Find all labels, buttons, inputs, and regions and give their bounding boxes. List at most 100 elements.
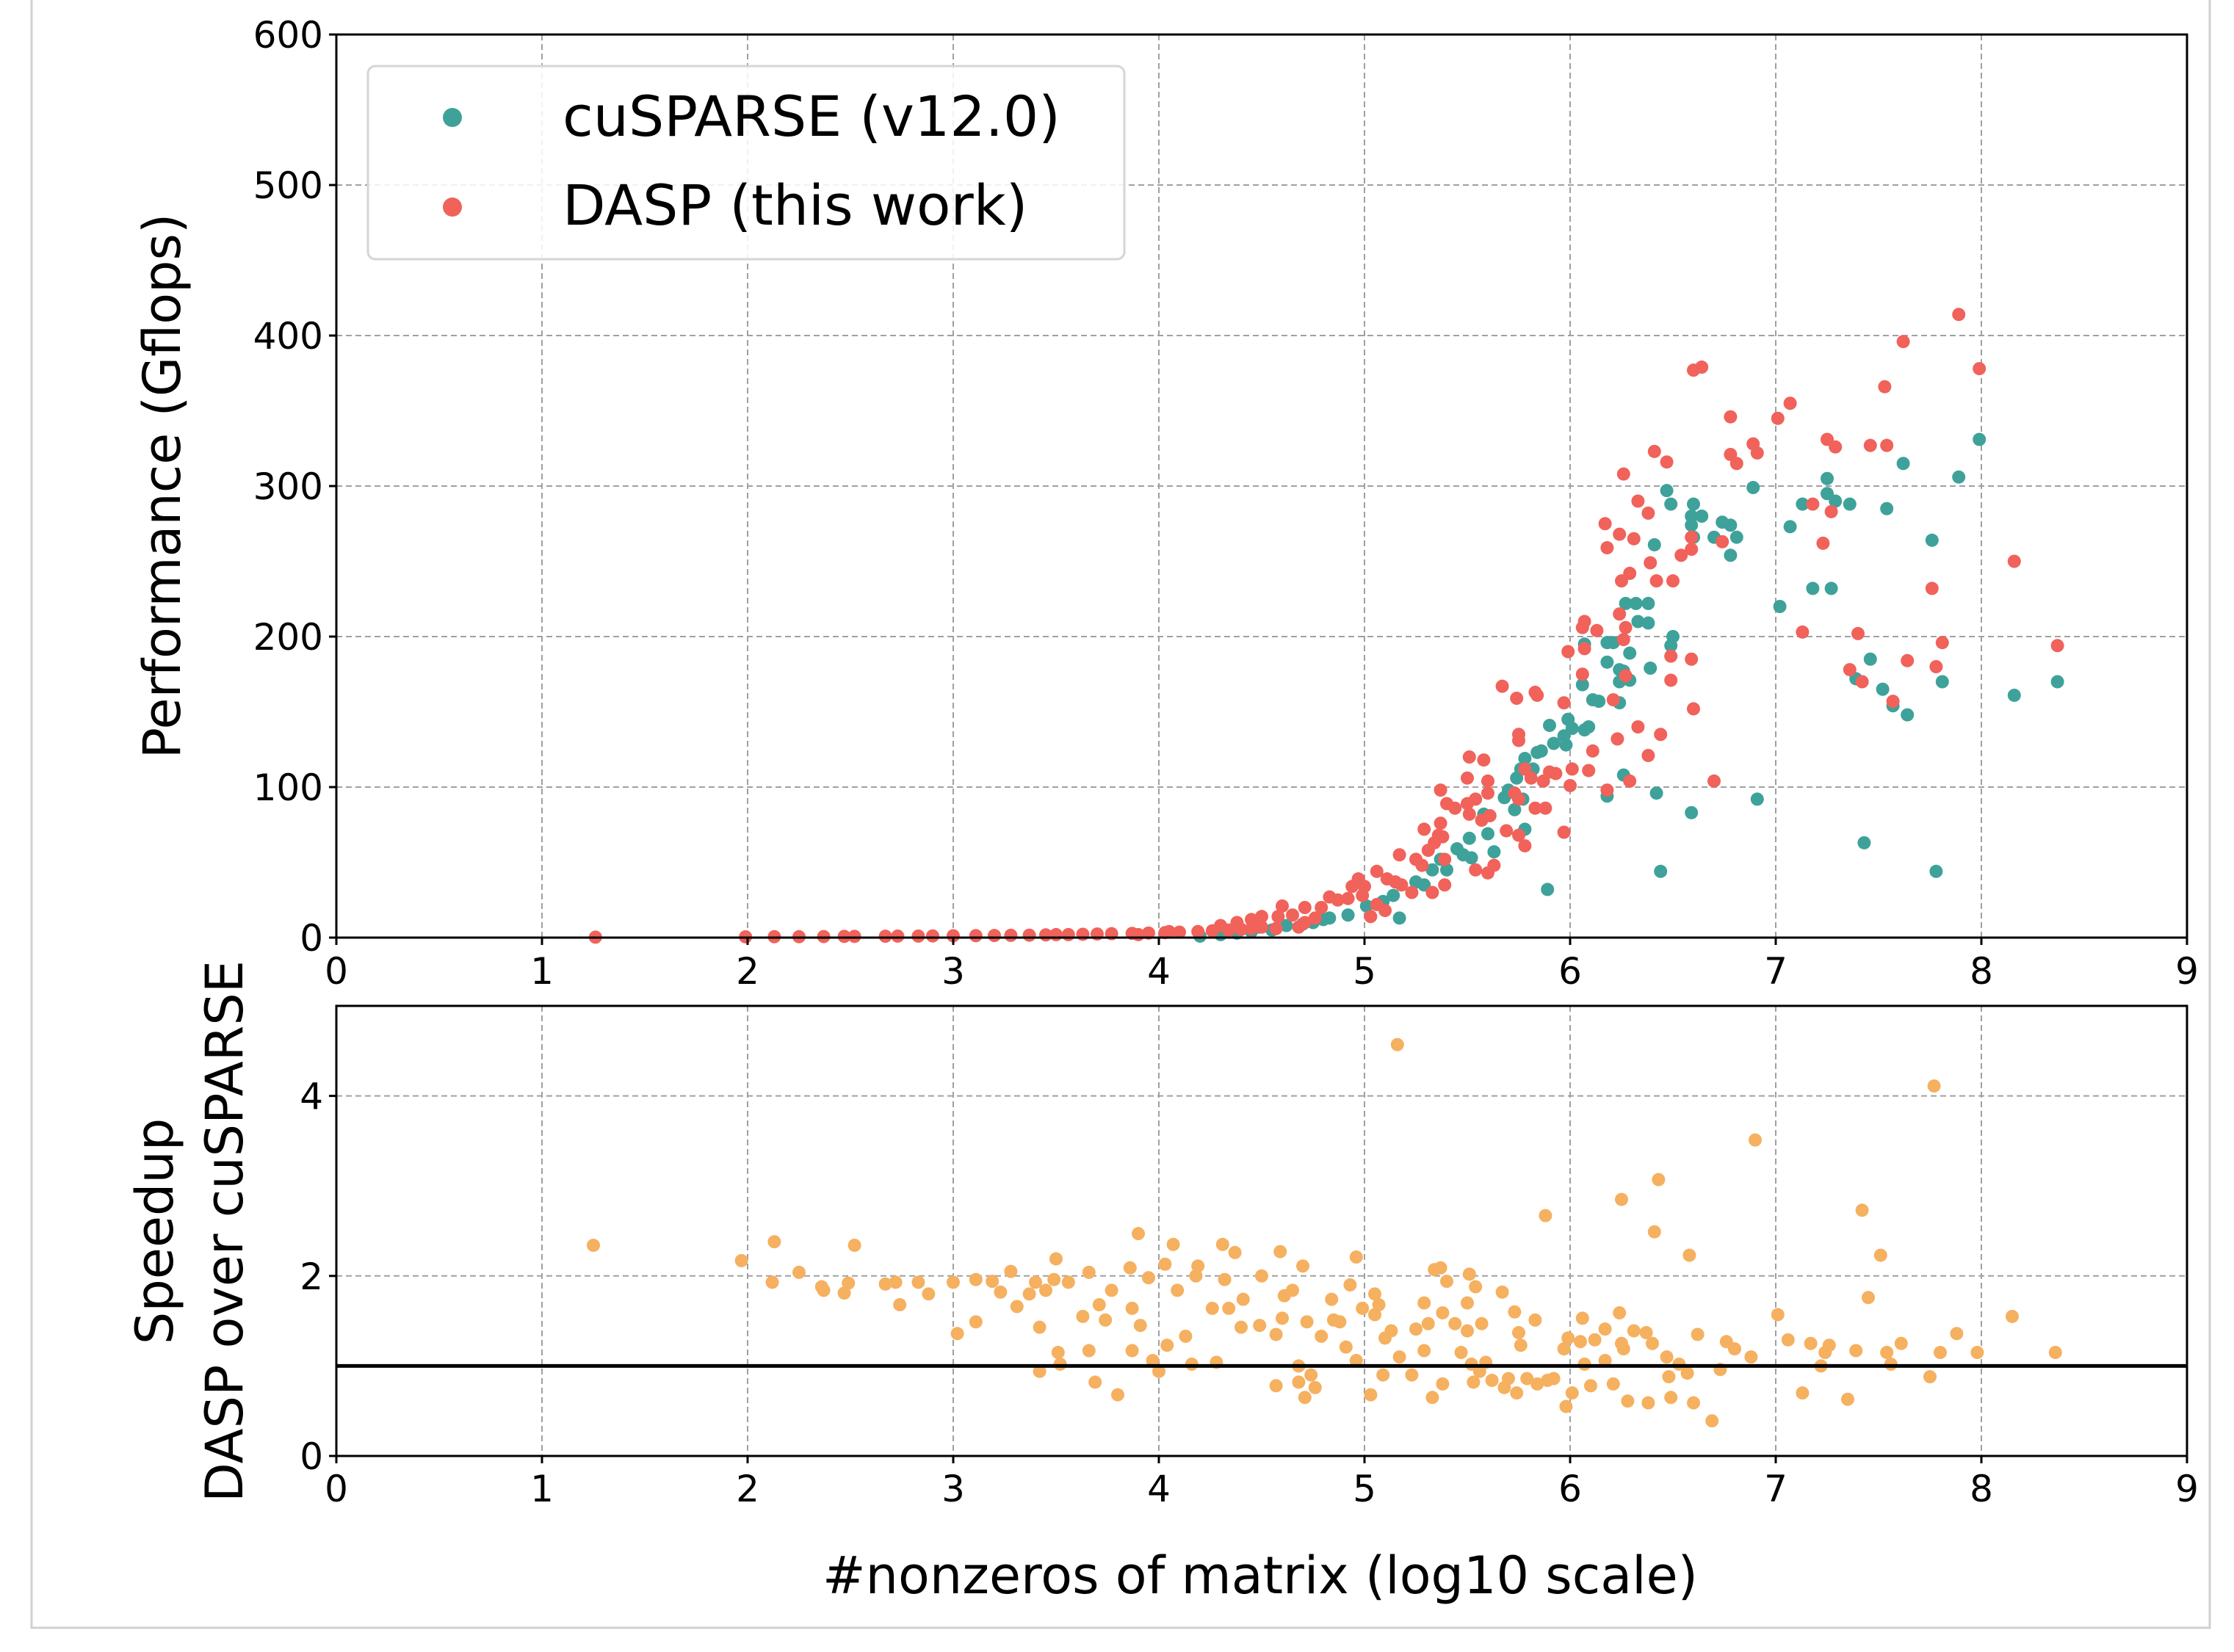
speedup-point <box>1508 1305 1522 1319</box>
dasp-point <box>1500 824 1514 838</box>
speedup-point <box>1950 1327 1964 1341</box>
speedup-point <box>1421 1316 1435 1330</box>
speedup-point <box>1557 1342 1571 1356</box>
dasp-point <box>1461 797 1474 811</box>
dasp-point <box>1049 927 1063 941</box>
dasp-point <box>1421 844 1435 858</box>
y-tick-label: 600 <box>253 14 323 57</box>
speedup-point <box>1304 1368 1318 1382</box>
speedup-point <box>1189 1269 1203 1283</box>
speedup-point <box>767 1235 781 1249</box>
dasp-point <box>1565 762 1579 776</box>
dasp-point <box>847 930 861 943</box>
speedup-point <box>734 1253 748 1267</box>
speedup-point <box>1495 1285 1509 1299</box>
cusparse-point <box>1619 596 1633 610</box>
speedup-point <box>1132 1227 1145 1241</box>
speedup-point <box>1647 1225 1661 1239</box>
dasp-point <box>1469 863 1483 877</box>
dasp-point <box>2050 639 2064 653</box>
cusparse-point <box>1935 675 1949 689</box>
dasp-point <box>1575 667 1589 681</box>
cusparse-point <box>1629 596 1643 610</box>
speedup-point <box>1652 1173 1666 1187</box>
dasp-point <box>1843 663 1857 677</box>
dasp-point <box>1685 652 1699 666</box>
dasp-point <box>1255 910 1268 924</box>
dasp-point <box>1245 913 1258 927</box>
x-tick-label: 9 <box>2175 950 2199 993</box>
dasp-point <box>1783 396 1797 410</box>
dasp-point <box>1619 620 1633 634</box>
dasp-point <box>1644 556 1658 570</box>
speedup-point <box>1158 1257 1172 1271</box>
dasp-point <box>1660 455 1674 469</box>
cusparse-point <box>1783 520 1797 534</box>
legend-box <box>366 65 1126 261</box>
dasp-point <box>1952 308 1966 322</box>
dasp-point <box>1163 924 1176 938</box>
cusparse-point <box>1387 888 1400 902</box>
dasp-point <box>1577 642 1591 656</box>
dasp-point <box>1716 535 1729 548</box>
speedup-point <box>1514 1338 1528 1352</box>
speedup-point <box>1296 1259 1309 1273</box>
speedup-point <box>1705 1414 1719 1428</box>
dasp-point <box>1495 679 1509 693</box>
speedup-point <box>1205 1301 1219 1315</box>
speedup-point <box>1315 1329 1329 1343</box>
x-tick-label: 5 <box>1353 950 1376 993</box>
dasp-point <box>1654 728 1668 742</box>
dasp-point <box>1606 693 1620 707</box>
y-tick-label: 200 <box>253 616 323 659</box>
speedup-point <box>911 1275 925 1289</box>
cusparse-point <box>1821 471 1834 485</box>
cusparse-point <box>1559 738 1573 752</box>
cusparse-point <box>1687 497 1700 511</box>
dasp-point <box>1649 574 1663 588</box>
speedup-point <box>1269 1327 1283 1341</box>
speedup-point <box>1425 1391 1439 1405</box>
cusparse-point <box>1510 771 1524 785</box>
bottom-y-ticks: 0 2 4 <box>300 1076 336 1478</box>
speedup-point <box>1641 1396 1655 1410</box>
x-tick-label: 9 <box>2175 1468 2199 1510</box>
speedup-point <box>1804 1336 1818 1350</box>
speedup-point <box>792 1265 806 1279</box>
speedup-point <box>765 1275 779 1289</box>
dasp-point <box>926 929 939 943</box>
speedup-point <box>1467 1375 1481 1389</box>
dasp-point <box>1076 927 1090 941</box>
y-tick-label: 0 <box>300 917 323 960</box>
speedup-point <box>1561 1331 1575 1345</box>
dasp-point <box>1878 380 1892 394</box>
speedup-point <box>1512 1326 1525 1340</box>
dasp-point <box>1308 911 1322 925</box>
speedup-point <box>1273 1245 1287 1258</box>
x-tick-label: 1 <box>530 950 554 993</box>
x-tick-label: 3 <box>941 1468 965 1510</box>
speedup-point <box>2048 1346 2062 1360</box>
speedup-point <box>1454 1346 1468 1360</box>
cusparse-point <box>1600 655 1614 669</box>
dasp-point <box>1245 921 1258 935</box>
speedup-point <box>1417 1344 1431 1358</box>
cusparse-point <box>1508 803 1522 816</box>
x-tick-label: 0 <box>325 1468 348 1510</box>
dasp-point <box>1448 801 1462 815</box>
speedup-point <box>1849 1344 1863 1358</box>
speedup-point <box>1606 1377 1620 1391</box>
speedup-point <box>1627 1324 1641 1338</box>
legend-marker-cusparse <box>443 108 462 127</box>
dasp-point <box>1816 536 1830 550</box>
cusparse-point <box>1279 919 1293 932</box>
speedup-point <box>1308 1380 1322 1394</box>
speedup-point <box>1559 1399 1573 1413</box>
dasp-point <box>1392 848 1406 862</box>
speedup-point <box>2006 1309 2019 1323</box>
dasp-point <box>1438 878 1452 892</box>
speedup-point <box>1417 1296 1431 1310</box>
dasp-point <box>1438 852 1452 866</box>
dasp-point <box>1341 891 1355 905</box>
